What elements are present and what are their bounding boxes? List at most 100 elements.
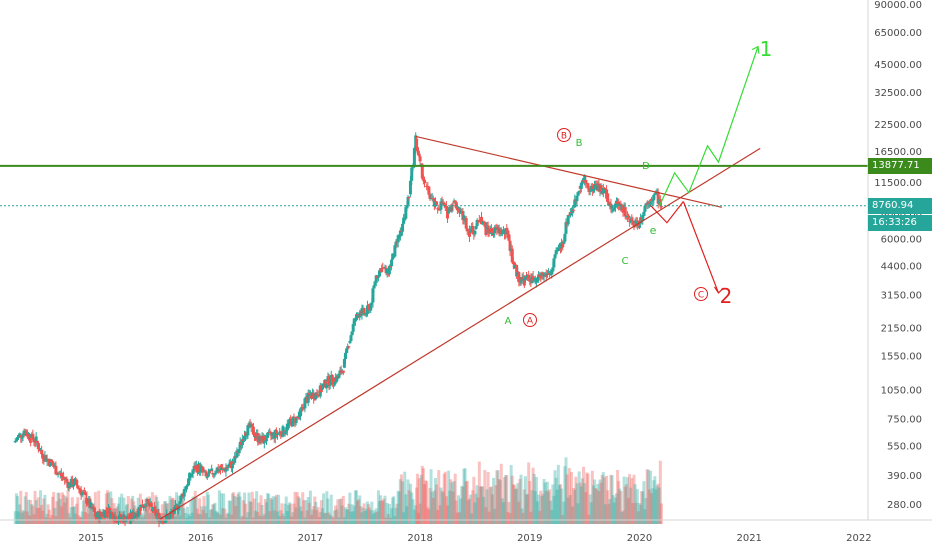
- rising-trendline: [159, 147, 761, 520]
- volume-bar: [40, 504, 44, 524]
- volume-bar: [199, 514, 203, 524]
- candle-body: [324, 379, 328, 388]
- volume-bar: [653, 476, 657, 524]
- volume-bar: [244, 503, 248, 524]
- candle-body: [447, 211, 451, 214]
- volume-bar: [206, 494, 210, 524]
- volume-bar: [309, 514, 313, 524]
- volume-bar: [52, 491, 56, 524]
- candle-body: [75, 479, 79, 486]
- volume-bar: [348, 492, 352, 524]
- volume-bar: [446, 505, 450, 524]
- candle-body: [422, 179, 426, 183]
- volume-bar: [412, 509, 416, 524]
- volume-bar: [162, 501, 166, 524]
- candle-body: [467, 229, 471, 237]
- candle-body: [402, 217, 406, 224]
- candle-body: [36, 442, 40, 450]
- volume-bar: [331, 517, 335, 524]
- candle-body: [607, 201, 611, 205]
- volume-bar: [652, 480, 656, 524]
- volume-bar: [459, 498, 463, 524]
- volume-bar: [198, 498, 202, 524]
- volume-bar: [510, 475, 514, 524]
- volume-bar: [256, 511, 260, 524]
- volume-bar: [505, 475, 509, 524]
- volume-bar: [439, 487, 443, 524]
- candle-body: [418, 156, 422, 162]
- x-tick-label: 2022: [846, 533, 871, 544]
- candle-body: [376, 276, 380, 278]
- volume-bar: [642, 481, 646, 524]
- volume-bar: [523, 476, 527, 524]
- volume-bar: [232, 492, 236, 524]
- candle-body: [481, 223, 485, 225]
- wave-label-b-circled: B: [561, 132, 567, 142]
- volume-bar: [573, 489, 577, 524]
- volume-bar: [241, 500, 245, 524]
- volume-bar: [229, 514, 233, 524]
- candle-body: [584, 179, 588, 184]
- volume-bar: [515, 488, 519, 524]
- volume-bar: [337, 517, 341, 524]
- volume-bar: [205, 491, 209, 524]
- candle-body: [48, 459, 52, 467]
- candle-body: [235, 450, 239, 458]
- volume-bar: [458, 512, 462, 524]
- volume-bar: [477, 461, 481, 524]
- volume-bar: [147, 496, 151, 524]
- volume-bar: [228, 500, 232, 524]
- volume-bar: [326, 498, 330, 524]
- volume-bar: [601, 472, 605, 524]
- candle-body: [523, 276, 527, 281]
- volume-bar: [545, 481, 549, 524]
- volume-bar: [109, 491, 113, 524]
- volume-bar: [376, 490, 380, 524]
- candle-body: [606, 193, 610, 202]
- volume-bar: [44, 517, 48, 524]
- volume-bar: [148, 513, 152, 524]
- volume-bar: [55, 501, 59, 524]
- volume-bar: [651, 488, 655, 524]
- volume-bar: [472, 476, 476, 524]
- volume-bar: [396, 490, 400, 524]
- volume-bar: [274, 494, 278, 524]
- volume-bar: [260, 504, 264, 524]
- volume-bar: [215, 512, 219, 524]
- volume-bar: [418, 503, 422, 524]
- candle-body: [250, 423, 254, 427]
- volume-bar: [456, 495, 460, 524]
- volume-bar: [465, 480, 469, 524]
- candle-body: [486, 225, 490, 233]
- volume-bar: [302, 500, 306, 524]
- volume-bar: [650, 493, 654, 524]
- candle-body: [360, 308, 364, 316]
- candle-body: [337, 373, 341, 378]
- volume-bar: [243, 492, 247, 524]
- volume-bar: [416, 512, 420, 524]
- candle-body: [407, 196, 411, 198]
- volume-bar: [45, 513, 49, 524]
- volume-bar: [88, 498, 92, 524]
- candle-body: [531, 276, 535, 281]
- volume-bar: [341, 495, 345, 524]
- volume-bar: [618, 488, 622, 524]
- volume-bar: [629, 487, 633, 524]
- volume-bar: [50, 514, 54, 524]
- volume-bar: [139, 512, 143, 524]
- volume-bar: [247, 492, 251, 524]
- volume-bar: [272, 510, 276, 524]
- volume-bar: [234, 506, 238, 524]
- candle-body: [205, 476, 209, 478]
- volume-bar: [588, 494, 592, 524]
- volume-bar: [238, 496, 242, 524]
- volume-bar: [351, 511, 355, 524]
- volume-bar: [62, 494, 66, 524]
- volume-bar: [602, 477, 606, 524]
- volume-bar: [481, 486, 485, 524]
- y-tick-label: 1550.00: [881, 352, 922, 363]
- candle-body: [521, 277, 525, 279]
- candle-body: [285, 423, 289, 431]
- volume-bar: [210, 509, 214, 524]
